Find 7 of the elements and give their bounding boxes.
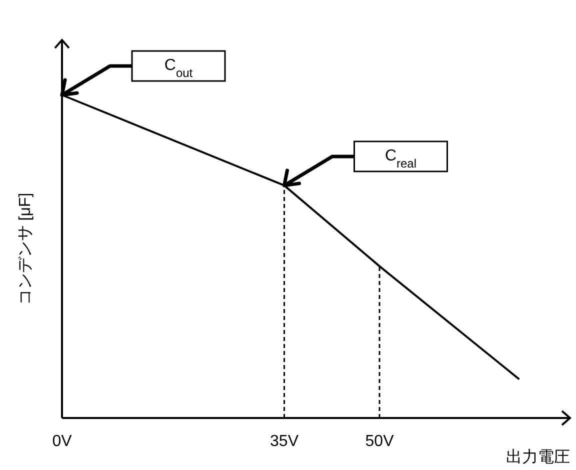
y-axis-title: コンデンサ [μF] <box>17 192 34 306</box>
x-tick-label: 50V <box>365 433 394 450</box>
x-axis-title: 出力電圧 <box>506 448 570 466</box>
x-tick-label: 35V <box>270 433 299 450</box>
annotation: C$_{real}$ <box>384 147 417 170</box>
x-tick-label: 0V <box>52 433 72 450</box>
annotation: C$_{out}$ <box>164 57 194 80</box>
